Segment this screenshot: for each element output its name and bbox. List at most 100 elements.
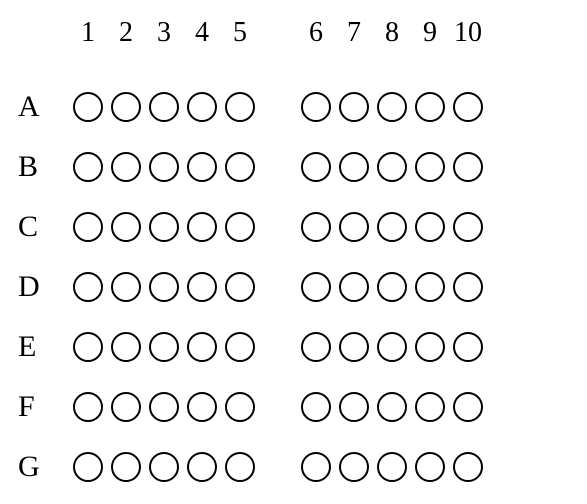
row-label-C: C xyxy=(18,210,73,244)
bubble-group xyxy=(301,272,483,302)
row-label-A: A xyxy=(18,90,73,124)
row-label-G: G xyxy=(18,450,73,484)
bubble-B-7[interactable] xyxy=(339,152,369,182)
bubble-D-7[interactable] xyxy=(339,272,369,302)
bubble-row: F xyxy=(18,377,483,437)
bubble-G-10[interactable] xyxy=(453,452,483,482)
bubble-D-3[interactable] xyxy=(149,272,179,302)
bubble-grid: 1 2 3 4 5 6 7 8 9 10 ABCDEFG xyxy=(18,10,483,497)
bubble-group xyxy=(301,152,483,182)
bubble-group xyxy=(73,272,255,302)
bubble-A-1[interactable] xyxy=(73,92,103,122)
bubble-B-1[interactable] xyxy=(73,152,103,182)
bubble-B-4[interactable] xyxy=(187,152,217,182)
bubble-A-7[interactable] xyxy=(339,92,369,122)
bubble-D-10[interactable] xyxy=(453,272,483,302)
bubble-A-9[interactable] xyxy=(415,92,445,122)
bubble-C-7[interactable] xyxy=(339,212,369,242)
bubble-G-6[interactable] xyxy=(301,452,331,482)
bubble-E-4[interactable] xyxy=(187,332,217,362)
column-header-row: 1 2 3 4 5 6 7 8 9 10 xyxy=(18,10,483,55)
bubble-group xyxy=(301,212,483,242)
bubble-C-1[interactable] xyxy=(73,212,103,242)
bubble-E-5[interactable] xyxy=(225,332,255,362)
row-label-B: B xyxy=(18,150,73,184)
bubble-A-10[interactable] xyxy=(453,92,483,122)
bubble-E-7[interactable] xyxy=(339,332,369,362)
bubble-G-4[interactable] xyxy=(187,452,217,482)
bubble-G-9[interactable] xyxy=(415,452,445,482)
bubble-A-4[interactable] xyxy=(187,92,217,122)
bubble-group xyxy=(301,392,483,422)
bubble-F-2[interactable] xyxy=(111,392,141,422)
bubble-C-8[interactable] xyxy=(377,212,407,242)
bubble-B-2[interactable] xyxy=(111,152,141,182)
bubble-A-6[interactable] xyxy=(301,92,331,122)
bubble-C-10[interactable] xyxy=(453,212,483,242)
bubble-E-1[interactable] xyxy=(73,332,103,362)
bubble-E-8[interactable] xyxy=(377,332,407,362)
bubble-C-5[interactable] xyxy=(225,212,255,242)
bubble-D-4[interactable] xyxy=(187,272,217,302)
bubble-C-2[interactable] xyxy=(111,212,141,242)
bubble-F-8[interactable] xyxy=(377,392,407,422)
bubble-G-1[interactable] xyxy=(73,452,103,482)
bubble-F-1[interactable] xyxy=(73,392,103,422)
bubble-row: A xyxy=(18,77,483,137)
row-label-E: E xyxy=(18,330,73,364)
bubble-B-6[interactable] xyxy=(301,152,331,182)
bubble-B-10[interactable] xyxy=(453,152,483,182)
bubble-A-5[interactable] xyxy=(225,92,255,122)
bubble-F-9[interactable] xyxy=(415,392,445,422)
column-header-group-2: 6 7 8 9 10 xyxy=(301,17,483,49)
bubble-group xyxy=(301,92,483,122)
bubble-A-8[interactable] xyxy=(377,92,407,122)
bubble-E-3[interactable] xyxy=(149,332,179,362)
bubble-G-3[interactable] xyxy=(149,452,179,482)
bubble-A-2[interactable] xyxy=(111,92,141,122)
bubble-row: C xyxy=(18,197,483,257)
bubble-row: D xyxy=(18,257,483,317)
bubble-F-3[interactable] xyxy=(149,392,179,422)
bubble-group xyxy=(73,212,255,242)
bubble-group xyxy=(73,452,255,482)
column-header-1: 1 xyxy=(73,17,103,49)
bubble-row: E xyxy=(18,317,483,377)
bubble-G-2[interactable] xyxy=(111,452,141,482)
bubble-C-6[interactable] xyxy=(301,212,331,242)
bubble-B-9[interactable] xyxy=(415,152,445,182)
bubble-group xyxy=(301,452,483,482)
bubble-D-2[interactable] xyxy=(111,272,141,302)
bubble-G-8[interactable] xyxy=(377,452,407,482)
bubble-D-9[interactable] xyxy=(415,272,445,302)
bubble-B-3[interactable] xyxy=(149,152,179,182)
bubble-B-8[interactable] xyxy=(377,152,407,182)
bubble-E-2[interactable] xyxy=(111,332,141,362)
bubble-C-9[interactable] xyxy=(415,212,445,242)
bubble-F-7[interactable] xyxy=(339,392,369,422)
column-header-7: 7 xyxy=(339,17,369,49)
bubble-row: G xyxy=(18,437,483,497)
bubble-D-8[interactable] xyxy=(377,272,407,302)
bubble-E-9[interactable] xyxy=(415,332,445,362)
bubble-G-7[interactable] xyxy=(339,452,369,482)
bubble-F-6[interactable] xyxy=(301,392,331,422)
bubble-F-4[interactable] xyxy=(187,392,217,422)
column-header-group-1: 1 2 3 4 5 xyxy=(73,17,255,49)
column-header-8: 8 xyxy=(377,17,407,49)
bubble-D-5[interactable] xyxy=(225,272,255,302)
bubble-C-3[interactable] xyxy=(149,212,179,242)
column-header-6: 6 xyxy=(301,17,331,49)
bubble-row: B xyxy=(18,137,483,197)
bubble-F-10[interactable] xyxy=(453,392,483,422)
bubble-C-4[interactable] xyxy=(187,212,217,242)
bubble-D-1[interactable] xyxy=(73,272,103,302)
bubble-E-10[interactable] xyxy=(453,332,483,362)
bubble-E-6[interactable] xyxy=(301,332,331,362)
column-header-4: 4 xyxy=(187,17,217,49)
bubble-D-6[interactable] xyxy=(301,272,331,302)
bubble-G-5[interactable] xyxy=(225,452,255,482)
bubble-A-3[interactable] xyxy=(149,92,179,122)
bubble-B-5[interactable] xyxy=(225,152,255,182)
bubble-F-5[interactable] xyxy=(225,392,255,422)
